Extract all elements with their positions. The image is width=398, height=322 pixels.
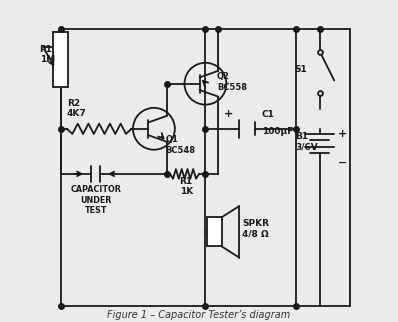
Bar bbox=[53, 32, 68, 87]
Text: R2
4K7: R2 4K7 bbox=[67, 99, 87, 118]
Text: 100μF: 100μF bbox=[262, 127, 293, 136]
Text: CAPACITOR
UNDER
TEST: CAPACITOR UNDER TEST bbox=[70, 185, 121, 215]
Text: +: + bbox=[224, 109, 233, 119]
Text: B1
3/6V: B1 3/6V bbox=[296, 132, 318, 151]
Text: Q2
BC558: Q2 BC558 bbox=[217, 72, 247, 92]
Text: R1
1K: R1 1K bbox=[179, 177, 193, 196]
Text: +: + bbox=[338, 129, 347, 139]
Text: SPKR
4/8 Ω: SPKR 4/8 Ω bbox=[242, 219, 269, 238]
Text: C1: C1 bbox=[262, 110, 275, 119]
Text: P1
1M: P1 1M bbox=[40, 45, 55, 64]
Text: Figure 1 – Capacitor Tester’s diagram: Figure 1 – Capacitor Tester’s diagram bbox=[107, 310, 291, 320]
Text: Q1
BC548: Q1 BC548 bbox=[166, 135, 195, 155]
Text: −: − bbox=[338, 158, 347, 168]
Text: S1: S1 bbox=[294, 65, 307, 74]
Bar bbox=[207, 217, 222, 246]
